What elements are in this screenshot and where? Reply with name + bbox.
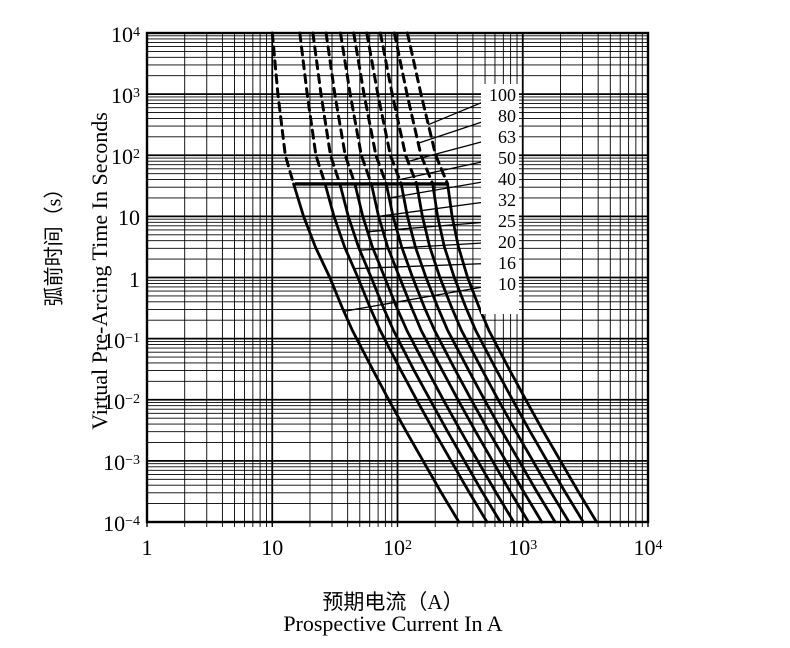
tick-exponent: 2 <box>405 538 412 553</box>
tick-exponent: −3 <box>125 452 140 468</box>
x-tick-label: 1 <box>117 534 177 560</box>
rating-label-20: 20 <box>498 232 516 252</box>
curve-20-solid <box>338 182 502 524</box>
curve-63-dashed <box>378 31 419 186</box>
tick-base: 10 <box>103 449 126 475</box>
x-tick-label: 10 <box>242 534 302 560</box>
tick-exponent: 4 <box>655 538 663 553</box>
tick-base: 10 <box>103 388 126 414</box>
curve-100-solid <box>446 182 598 524</box>
tick-base: 10 <box>508 535 531 560</box>
rating-label-63: 63 <box>498 127 516 147</box>
tick-base: 10 <box>111 144 133 170</box>
y-axis-title-english: Virtual Pre-Arcing Time In Seconds <box>87 112 112 430</box>
leader-32 <box>378 199 501 218</box>
tick-base: 10 <box>103 511 126 536</box>
tick-exponent: 2 <box>133 147 140 163</box>
fuse-curves <box>270 31 598 524</box>
rating-label-16: 16 <box>498 253 516 273</box>
rating-label-80: 80 <box>498 106 516 126</box>
x-axis-title-chinese: 预期电流（A） <box>322 590 464 614</box>
x-tick-label: 103 <box>493 534 553 560</box>
tick-exponent: 3 <box>530 538 538 553</box>
curve-40-dashed <box>352 31 388 186</box>
y-tick-label: 103 <box>80 82 140 108</box>
tick-exponent: 4 <box>133 25 140 40</box>
leader-20 <box>359 241 501 251</box>
curve-16-solid <box>323 182 489 524</box>
curve-80-dashed <box>392 31 435 186</box>
leader-25 <box>367 220 501 233</box>
grid <box>146 32 649 527</box>
curve-32-solid <box>370 182 530 524</box>
tick-exponent: −4 <box>125 514 140 529</box>
curve-80-solid <box>431 182 585 524</box>
y-tick-label: 10 <box>80 204 140 230</box>
curve-10-dashed <box>270 31 296 186</box>
x-axis-title-english: Prospective Current In A <box>283 611 503 636</box>
curve-16-dashed <box>298 31 327 186</box>
y-tick-label: 10−2 <box>80 388 140 414</box>
y-tick-label: 10−3 <box>80 449 140 475</box>
leader-10 <box>343 283 501 312</box>
curve-50-dashed <box>365 31 403 186</box>
x-tick-label: 104 <box>618 534 678 560</box>
y-axis-title-chinese: 弧前时间（s） <box>43 178 66 307</box>
rating-label-32: 32 <box>498 190 516 210</box>
x-tick-label: 102 <box>368 534 428 560</box>
curve-25-dashed <box>324 31 357 186</box>
tick-base: 10 <box>103 327 126 353</box>
tick-base: 1 <box>129 266 140 292</box>
rating-label-10: 10 <box>498 274 516 294</box>
curve-32-dashed <box>339 31 373 186</box>
leader-lines <box>343 94 501 312</box>
tick-base: 10 <box>261 535 284 560</box>
plot-border <box>145 31 650 524</box>
tick-base: 10 <box>383 535 405 560</box>
curve-40-solid <box>384 182 544 524</box>
tick-exponent: −1 <box>125 330 140 346</box>
y-tick-label: 10−4 <box>80 510 140 536</box>
tick-exponent: −2 <box>125 391 140 407</box>
tick-base: 10 <box>633 535 656 560</box>
curve-25-solid <box>353 182 516 524</box>
y-tick-label: 1 <box>80 266 140 292</box>
rating-label-100: 100 <box>489 85 516 105</box>
rating-legend-box <box>481 84 519 314</box>
tick-base: 10 <box>111 22 133 47</box>
rating-label-50: 50 <box>498 148 516 168</box>
rating-label-25: 25 <box>498 211 516 231</box>
tick-exponent: 3 <box>133 86 140 102</box>
rating-label-40: 40 <box>498 169 516 189</box>
y-tick-label: 10−1 <box>80 327 140 353</box>
curve-100-dashed <box>405 31 450 186</box>
tick-base: 10 <box>118 205 140 231</box>
y-tick-label: 102 <box>80 143 140 169</box>
tick-base: 1 <box>141 535 153 560</box>
curve-50-solid <box>399 182 557 524</box>
curve-20-dashed <box>311 31 342 186</box>
curve-10-solid <box>292 182 461 524</box>
leader-16 <box>354 262 501 270</box>
curve-63-solid <box>415 182 571 524</box>
y-tick-label: 104 <box>80 21 140 47</box>
tick-base: 10 <box>111 83 133 109</box>
